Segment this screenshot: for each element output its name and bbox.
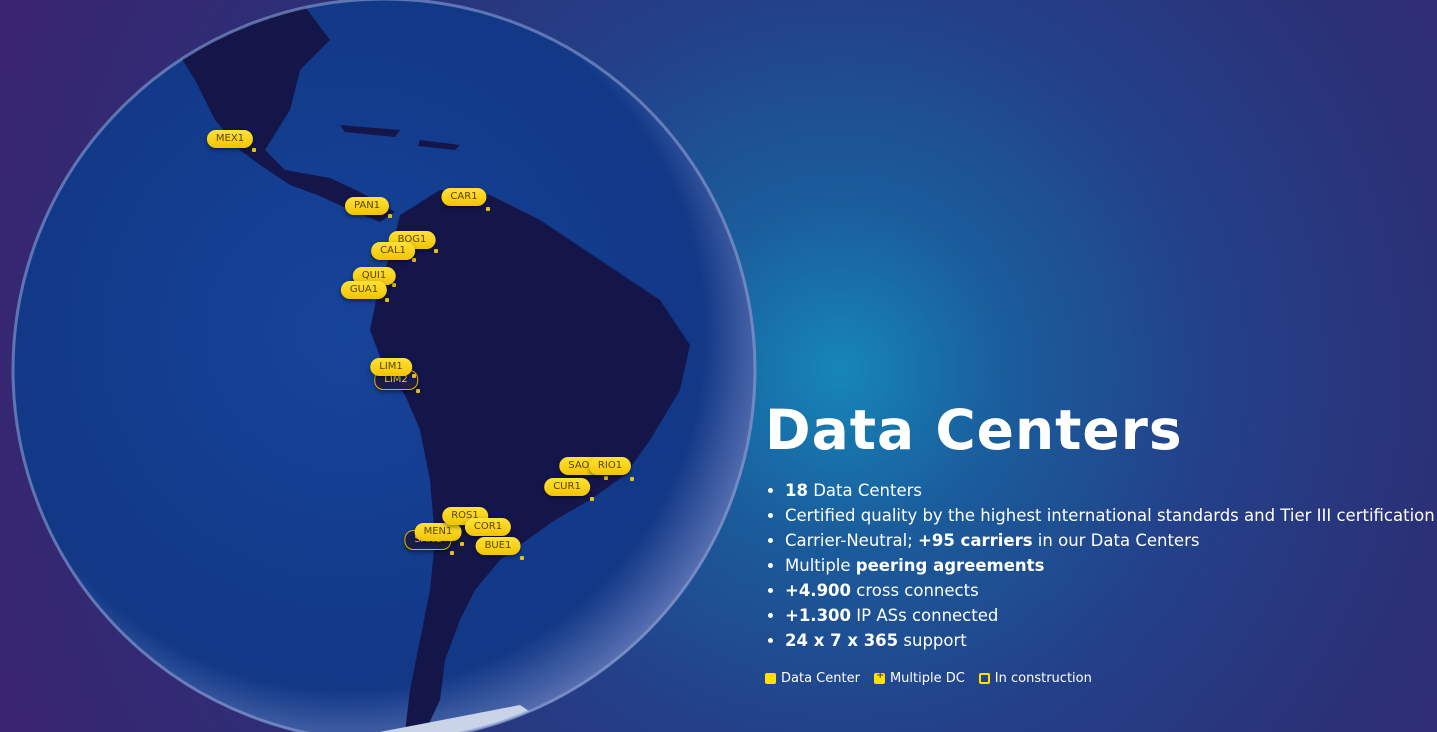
pin-marker-icon [412,374,416,378]
pin-marker-icon [604,476,608,480]
feature-bold: 24 x 7 x 365 [785,631,899,650]
caribbean-land [340,125,460,150]
feature-bold: 18 [785,481,808,500]
map-legend: Data Center Multiple DC In construction [765,670,1092,686]
pin-marker-icon [416,389,420,393]
feature-text: cross connects [851,581,979,600]
in-construction-swatch-icon [978,673,990,684]
datacenter-pin-gua1[interactable]: GUA1 [340,281,388,299]
feature-bold: +95 carriers [918,531,1033,550]
feature-bold: +4.900 [785,581,852,600]
pin-marker-icon [412,258,416,262]
datacenter-pin-cur1[interactable]: CUR1 [544,478,590,496]
south-america-land [370,190,690,732]
datacenter-pin-rio1[interactable]: RIO1 [588,457,632,475]
feature-item: +4.900 cross connects [785,578,1435,603]
pin-marker-icon [450,551,454,555]
feature-item: +1.300 IP ASs connected [785,603,1435,628]
feature-bold: +1.300 [785,606,852,625]
datacenter-pin-cal1[interactable]: CAL1 [371,242,415,260]
feature-text: Data Centers [807,481,922,500]
pin-marker-icon [252,148,256,152]
page-title: Data Centers [765,398,1183,462]
multiple-dc-swatch-icon [873,670,885,684]
data-center-swatch-icon [765,673,776,684]
datacenter-pin-mex1[interactable]: MEX1 [206,130,254,148]
feature-item: 24 x 7 x 365 support [785,628,1435,653]
feature-text: support [898,631,967,650]
legend-label: Data Center [781,671,860,686]
datacenter-pin-lim1[interactable]: LIM1 [370,358,412,376]
datacenter-pin-qui1[interactable]: QUI1 [352,267,396,285]
pin-marker-icon [385,298,389,302]
datacenter-pin-pan1[interactable]: PAN1 [344,197,390,215]
feature-item: Carrier-Neutral; +95 carriers in our Dat… [785,528,1435,553]
pin-marker-icon [388,214,392,218]
pin-marker-icon [590,497,594,501]
legend-label: In construction [994,671,1092,686]
feature-pre: Multiple [785,556,856,575]
pin-marker-icon [520,556,524,560]
datacenter-pin-men1[interactable]: MEN1 [414,523,462,541]
north-america-land [150,0,395,222]
feature-pre: Certified quality by the highest interna… [785,506,1435,525]
feature-list: 18 Data Centers Certified quality by the … [765,478,1435,653]
pin-marker-icon [486,207,490,211]
legend-in-construction: In construction [978,671,1092,686]
feature-text: in our Data Centers [1032,531,1200,550]
datacenter-pin-car1[interactable]: CAR1 [441,188,487,206]
legend-multiple-dc: Multiple DC [873,670,965,686]
feature-item: Multiple peering agreements [785,553,1435,578]
feature-bold: peering agreements [855,556,1045,575]
feature-item: Certified quality by the highest interna… [785,503,1435,528]
feature-pre: Carrier-Neutral; [785,531,919,550]
legend-label: Multiple DC [889,671,965,686]
pin-marker-icon [460,542,464,546]
datacenter-pin-bue1[interactable]: BUE1 [475,537,521,555]
pin-marker-icon [630,477,634,481]
legend-data-center: Data Center [765,671,860,686]
feature-text: IP ASs connected [851,606,999,625]
pin-marker-icon [434,249,438,253]
pin-marker-icon [392,283,396,287]
datacenter-pin-cor1[interactable]: COR1 [464,518,512,536]
feature-item: 18 Data Centers [785,478,1435,503]
